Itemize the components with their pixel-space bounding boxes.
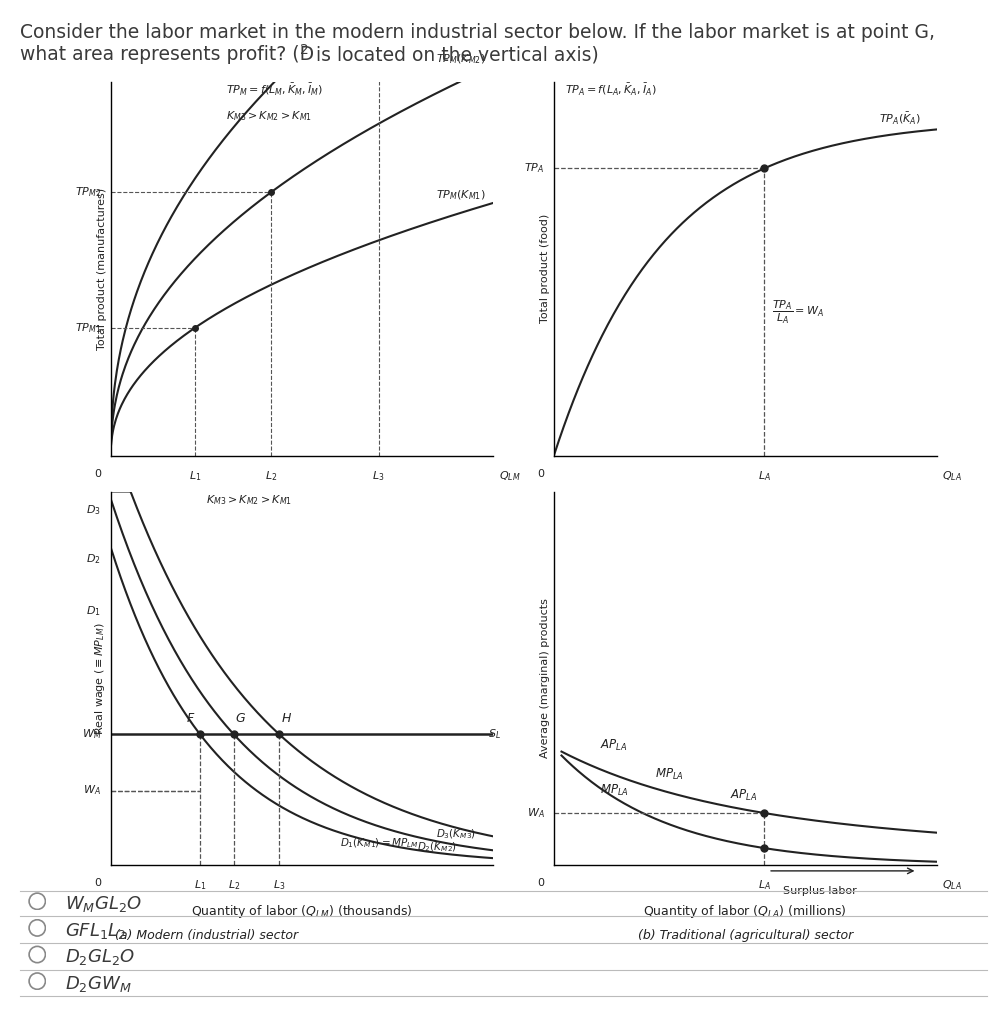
Text: $L_3$: $L_3$ — [273, 879, 286, 892]
Y-axis label: Total product (food): Total product (food) — [540, 214, 550, 324]
Text: $S_L$: $S_L$ — [487, 728, 500, 741]
Text: $Q_{LM}$: $Q_{LM}$ — [499, 469, 521, 482]
Text: $K_{M3} > K_{M2} > K_{M1}$: $K_{M3} > K_{M2} > K_{M1}$ — [226, 110, 312, 123]
Text: $D_2GL_2O$: $D_2GL_2O$ — [65, 947, 136, 968]
Text: $TP_A = f(L_A, \bar{K}_A, \bar{I}_A)$: $TP_A = f(L_A, \bar{K}_A, \bar{I}_A)$ — [565, 81, 658, 97]
Text: $L_A$: $L_A$ — [758, 879, 770, 892]
Text: 2: 2 — [300, 43, 309, 57]
Text: $AP_{LA}$: $AP_{LA}$ — [729, 787, 757, 803]
Text: $K_{M3} > K_{M2} > K_{M1}$: $K_{M3} > K_{M2} > K_{M1}$ — [206, 493, 293, 507]
Text: $D_2$: $D_2$ — [87, 552, 101, 565]
Text: $L_A$: $L_A$ — [758, 469, 770, 482]
Text: (a) Modern (industrial) sector: (a) Modern (industrial) sector — [115, 929, 298, 942]
Text: $D_2(K_{M2})$: $D_2(K_{M2})$ — [417, 841, 457, 854]
Text: $L_2$: $L_2$ — [228, 879, 240, 892]
Text: Consider the labor market in the modern industrial sector below. If the labor ma: Consider the labor market in the modern … — [20, 23, 936, 42]
Text: 0: 0 — [95, 879, 101, 889]
Text: 0: 0 — [95, 469, 101, 479]
Y-axis label: Average (marginal) products: Average (marginal) products — [540, 598, 550, 759]
Text: $Q_{LA}$: $Q_{LA}$ — [943, 879, 962, 892]
Text: $TP_M(K_{M2})$: $TP_M(K_{M2})$ — [436, 53, 485, 67]
Text: $Q_{LA}$: $Q_{LA}$ — [943, 469, 962, 482]
Text: H: H — [281, 712, 291, 725]
Text: $D_2GW_M$: $D_2GW_M$ — [65, 974, 132, 994]
Text: (b) Traditional (agricultural) sector: (b) Traditional (agricultural) sector — [637, 929, 853, 942]
Text: $TP_M = f(L_M, \bar{K}_M, \bar{I}_M)$: $TP_M = f(L_M, \bar{K}_M, \bar{I}_M)$ — [226, 81, 323, 97]
Text: 0: 0 — [538, 879, 544, 889]
Text: $L_2$: $L_2$ — [265, 469, 278, 482]
Text: $W_M$: $W_M$ — [82, 728, 101, 741]
Text: is located on the vertical axis): is located on the vertical axis) — [310, 45, 599, 65]
Text: $TP_M(K_{M1})$: $TP_M(K_{M1})$ — [436, 188, 485, 202]
Text: $D_1$: $D_1$ — [87, 604, 101, 618]
Text: $L_1$: $L_1$ — [188, 469, 201, 482]
Text: Quantity of labor ($Q_{LA}$) (millions): Quantity of labor ($Q_{LA}$) (millions) — [643, 903, 847, 920]
Text: what area represents profit? (D: what area represents profit? (D — [20, 45, 314, 65]
Y-axis label: Real wage ($\equiv MP_{LM}$): Real wage ($\equiv MP_{LM}$) — [93, 623, 107, 734]
Text: $L_1$: $L_1$ — [194, 879, 206, 892]
Text: $W_A$: $W_A$ — [527, 806, 544, 820]
Text: $L_3$: $L_3$ — [373, 469, 385, 482]
Text: $\dfrac{TP_A}{L_A} = W_A$: $\dfrac{TP_A}{L_A} = W_A$ — [772, 298, 824, 326]
Text: $W_A$: $W_A$ — [84, 783, 101, 798]
Text: 0: 0 — [538, 469, 544, 479]
Text: $W_M GL_2 O$: $W_M GL_2 O$ — [65, 894, 143, 914]
Text: $TP_A(\bar{K}_A)$: $TP_A(\bar{K}_A)$ — [879, 110, 921, 126]
Text: $D_1(K_{M1}) = MP_{LM}$: $D_1(K_{M1}) = MP_{LM}$ — [340, 837, 419, 850]
Text: $GFL_1L_2$: $GFL_1L_2$ — [65, 921, 127, 941]
Text: Quantity of labor ($Q_{LM}$) (thousands): Quantity of labor ($Q_{LM}$) (thousands) — [191, 903, 413, 920]
Text: $MP_{LA}$: $MP_{LA}$ — [656, 767, 684, 781]
Text: $AP_{LA}$: $AP_{LA}$ — [600, 737, 627, 753]
Text: $MP_{LA}$: $MP_{LA}$ — [600, 783, 628, 799]
Text: $TP_A$: $TP_A$ — [524, 162, 544, 175]
Text: $TP_{M2}$: $TP_{M2}$ — [75, 185, 101, 199]
Y-axis label: Total product (manufactures): Total product (manufactures) — [97, 187, 107, 350]
Text: $D_3$: $D_3$ — [87, 504, 101, 517]
Text: Surplus labor: Surplus labor — [783, 886, 857, 896]
Text: $D_3(K_{M3})$: $D_3(K_{M3})$ — [436, 827, 476, 841]
Text: F: F — [187, 712, 194, 725]
Text: $TP_{M1}$: $TP_{M1}$ — [75, 321, 101, 335]
Text: G: G — [236, 712, 246, 725]
